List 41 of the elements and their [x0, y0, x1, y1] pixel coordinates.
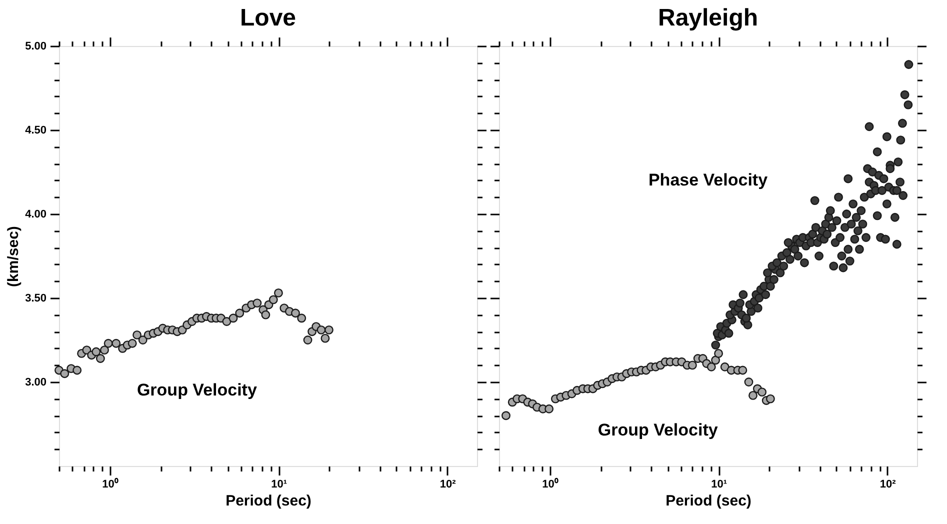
point	[60, 369, 70, 378]
chart-title: Love	[240, 4, 296, 32]
x-axis-title: Period (sec)	[666, 492, 752, 510]
point	[324, 325, 334, 334]
text: Phase Velocity	[648, 170, 768, 190]
y-tick-label: 3.50	[25, 292, 46, 304]
y-tick-label: 4.00	[25, 208, 46, 220]
chart-title: Rayleigh	[658, 4, 758, 32]
point	[112, 338, 121, 348]
point	[758, 388, 766, 397]
point	[268, 295, 278, 304]
y-axis-title: (km/sec)	[5, 226, 22, 287]
point	[748, 390, 758, 400]
x-tick-label: 10²	[880, 478, 896, 490]
point	[711, 356, 720, 365]
x-tick-label: 10²	[440, 478, 456, 490]
x-axis-title: Period (sec)	[226, 492, 312, 510]
point	[235, 308, 244, 318]
point	[92, 347, 101, 356]
x-tick-label: 10⁰	[542, 478, 558, 490]
series-label: Group Velocity	[598, 420, 718, 440]
point	[688, 360, 697, 370]
point	[706, 362, 716, 372]
y-tick-label: 4.50	[25, 124, 46, 136]
point	[228, 314, 238, 323]
point	[320, 334, 330, 343]
point	[738, 366, 748, 375]
point	[72, 366, 82, 375]
point	[96, 354, 105, 363]
y-tick-label: 5.00	[25, 40, 46, 52]
point	[316, 325, 326, 334]
x-tick-label: 10¹	[271, 478, 288, 490]
x-tick-label: 10¹	[711, 478, 728, 490]
point	[132, 330, 142, 340]
point	[291, 308, 300, 318]
point	[138, 336, 148, 344]
series-label: Group Velocity	[136, 380, 258, 400]
x-tick-label: 10⁰	[102, 478, 118, 490]
point	[274, 288, 283, 298]
y-tick-label: 3.00	[25, 376, 46, 388]
point	[128, 338, 137, 348]
